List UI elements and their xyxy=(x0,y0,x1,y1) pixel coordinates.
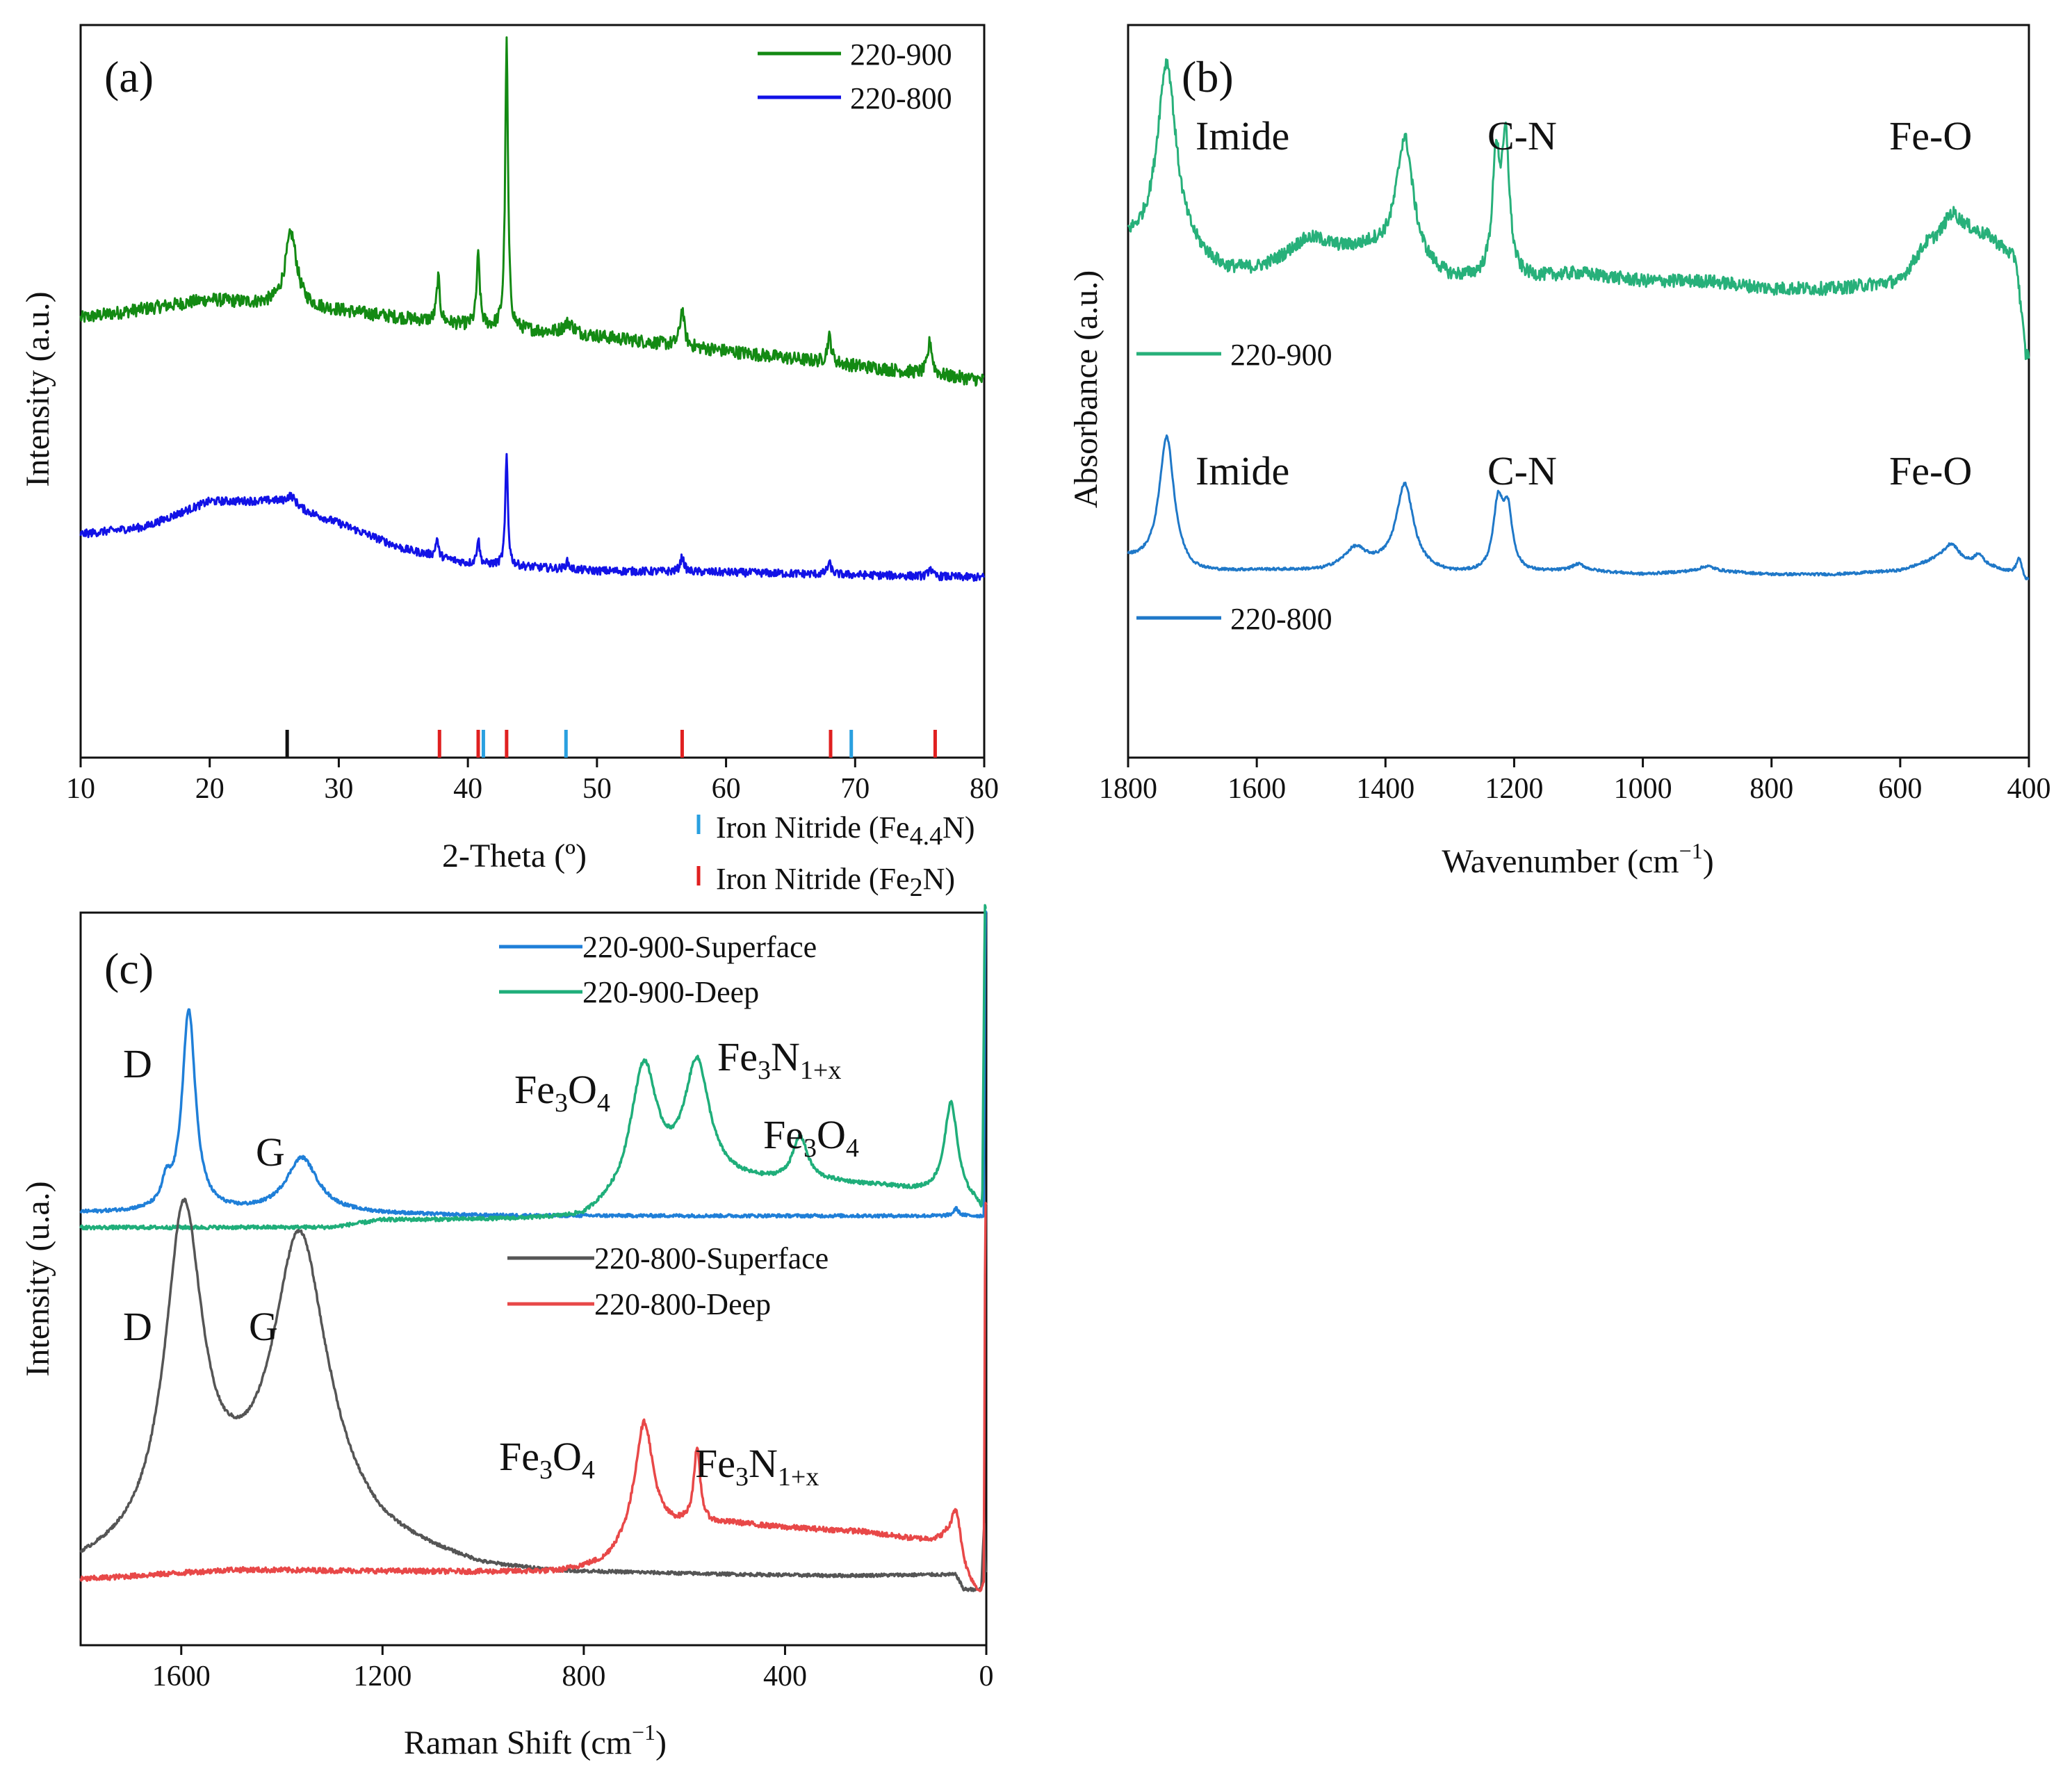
panel-c-fe3o4-label-top: Fe3O4 xyxy=(514,1067,610,1118)
panel-c-frame xyxy=(79,911,988,1647)
panel-a-x-tick-label-3: 40 xyxy=(453,773,482,805)
panel-c-fe3o4-label-top-2: Fe3O4 xyxy=(763,1112,859,1163)
panel-c-label: (c) xyxy=(104,944,154,993)
panel-b-x-tick-label-4: 1000 xyxy=(1614,773,1672,805)
panel-b-x-tick-label-5: 800 xyxy=(1749,773,1793,805)
panel-b-ftir: 1800 1600 1400 1200 1000 800 600 400 (b) Wavenu… xyxy=(1068,24,2051,880)
panel-b-x-tick-label-7: 400 xyxy=(2007,773,2051,805)
panel-c-x-tick-label-1: 1200 xyxy=(353,1660,411,1692)
panel-b-x-tick-label-2: 1400 xyxy=(1356,773,1414,805)
panel-c-x-ticks: 1600 1200 800 400 0 xyxy=(152,1645,994,1692)
panel-b-series xyxy=(1127,58,2030,580)
panel-b-x-ticks: 1800 1600 1400 1200 1000 800 600 400 xyxy=(1099,758,2051,805)
panel-c-x-tick-label-4: 0 xyxy=(979,1660,994,1692)
panel-c-fe3o4-label-bottom: Fe3O4 xyxy=(499,1434,595,1485)
panel-a-series xyxy=(79,36,986,582)
panel-c-series-220-900-deep xyxy=(79,904,987,1231)
panel-a-x-tick-label-0: 10 xyxy=(66,773,95,805)
panel-a-legend-label-900: 220-900 xyxy=(850,38,952,72)
panel-a-series-220-900 xyxy=(79,36,985,387)
panel-a-legend-label-800: 220-800 xyxy=(850,81,952,115)
panel-c-x-tick-label-2: 800 xyxy=(562,1660,605,1692)
panel-b-feo-label-900: Fe-O xyxy=(1889,113,1972,158)
panel-c-d-band-label-bottom: D xyxy=(123,1304,152,1349)
panel-b-feo-label-800: Fe-O xyxy=(1889,448,1972,493)
panel-c-d-band-label-top: D xyxy=(123,1041,152,1086)
panel-c-fe3n-label-top: Fe3N1+x xyxy=(717,1034,841,1085)
panel-b-legend-label-900: 220-900 xyxy=(1230,338,1332,372)
panel-a-x-tick-label-6: 70 xyxy=(840,773,870,805)
panel-c-series-220-800-superface xyxy=(79,1198,988,1592)
panel-c-legend-label-900-sup: 220-900-Superface xyxy=(582,930,817,964)
panel-b-legend-label-800: 220-800 xyxy=(1230,602,1332,636)
panel-b-x-tick-label-1: 1600 xyxy=(1227,773,1286,805)
panel-c-series-220-800-deep xyxy=(79,1201,988,1592)
panel-a-series-220-800 xyxy=(79,452,986,582)
panel-a-xrd: 10 20 30 40 50 60 70 80 (a) 2-Theta (º) Intensi… xyxy=(19,24,999,902)
panel-b-series-220-800 xyxy=(1127,434,2030,580)
panel-a-x-tick-label-4: 50 xyxy=(582,773,612,805)
panel-a-x-ticks: 10 20 30 40 50 60 70 80 xyxy=(66,758,999,805)
panel-a-y-axis-label: Intensity (a.u.) xyxy=(19,291,56,487)
panel-c-y-axis-label: Intensity (u.a.) xyxy=(19,1181,56,1376)
panel-c-legend-label-900-deep: 220-900-Deep xyxy=(582,975,759,1009)
panel-b-series-220-900 xyxy=(1127,58,2030,360)
panel-c-fe3n-label-bottom: Fe3N1+x xyxy=(695,1441,819,1492)
panel-c-series xyxy=(79,904,988,1592)
panel-b-y-axis-label: Absorbance (a.u.) xyxy=(1068,270,1104,509)
panel-c-x-axis-label: Raman Shift (cm−1) xyxy=(404,1720,667,1761)
panel-b-x-tick-label-6: 600 xyxy=(1878,773,1922,805)
panel-a-x-tick-label-1: 20 xyxy=(195,773,225,805)
panel-a-ref-legend-fe44n: Iron Nitride (Fe4.4N) xyxy=(716,810,975,851)
panel-b-x-tick-label-0: 1800 xyxy=(1099,773,1157,805)
panel-c-raman: 1600 1200 800 400 0 (c) Raman Shift (cm−1) I… xyxy=(19,904,994,1761)
panel-a-x-tick-label-2: 30 xyxy=(324,773,353,805)
panel-b-x-axis-label: Wavenumber (cm−1) xyxy=(1442,838,1713,880)
panel-b-imide-label-900: Imide xyxy=(1196,113,1289,158)
panel-c-series-220-900-superface xyxy=(79,910,988,1219)
panel-c-legend-label-800-deep: 220-800-Deep xyxy=(594,1287,771,1321)
panel-a-frame xyxy=(79,24,986,759)
panel-a-x-axis-label: 2-Theta (º) xyxy=(442,838,587,874)
panel-a-ref-legend-fe2n: Iron Nitride (Fe2N) xyxy=(716,862,955,902)
panel-b-cn-label-800: C-N xyxy=(1487,448,1557,493)
panel-c-x-tick-label-0: 1600 xyxy=(152,1660,211,1692)
panel-c-x-tick-label-3: 400 xyxy=(763,1660,807,1692)
panel-b-label: (b) xyxy=(1182,52,1234,101)
panel-a-x-tick-label-5: 60 xyxy=(712,773,741,805)
panel-b-cn-label-900: C-N xyxy=(1487,113,1557,158)
panel-c-g-band-label-bottom: G xyxy=(249,1304,278,1349)
panel-c-legend-label-800-sup: 220-800-Superface xyxy=(594,1241,829,1275)
panel-a-reference-lines xyxy=(285,730,937,758)
panel-a-x-tick-label-7: 80 xyxy=(970,773,999,805)
panel-c-g-band-label-top: G xyxy=(256,1129,285,1175)
panel-a-label: (a) xyxy=(104,52,154,101)
panel-b-frame xyxy=(1127,24,2030,759)
panel-b-x-tick-label-3: 1200 xyxy=(1485,773,1543,805)
panel-b-imide-label-800: Imide xyxy=(1196,448,1289,493)
